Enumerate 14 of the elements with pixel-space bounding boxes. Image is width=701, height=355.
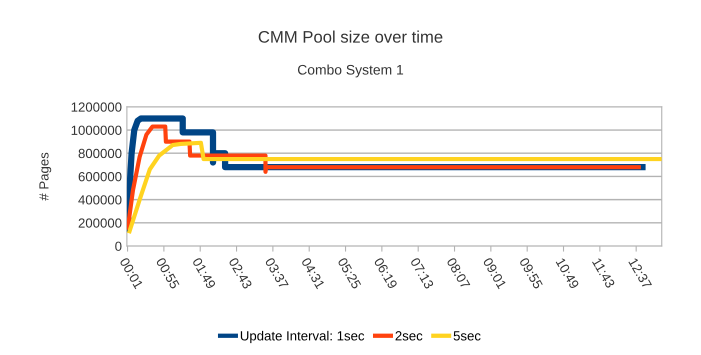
legend-label: 2sec bbox=[396, 331, 422, 341]
y-axis-title: # Pages bbox=[39, 152, 52, 201]
y-tick-label: 1000000 bbox=[72, 126, 122, 135]
legend-label: Update Interval: 1sec bbox=[240, 330, 364, 344]
legend-label: 5sec bbox=[454, 331, 481, 341]
y-tick-label: 0 bbox=[115, 242, 122, 251]
chart-subtitle: Combo System 1 bbox=[298, 64, 404, 78]
chart-title: CMM Pool size over time bbox=[258, 30, 442, 43]
y-tick-label: 200000 bbox=[78, 218, 122, 228]
y-tick-label: 600000 bbox=[78, 172, 122, 182]
y-tick-label: 1200000 bbox=[72, 102, 122, 112]
y-tick-label: 400000 bbox=[78, 195, 122, 205]
line-series bbox=[126, 140, 662, 236]
y-tick-label: 800000 bbox=[78, 148, 122, 158]
